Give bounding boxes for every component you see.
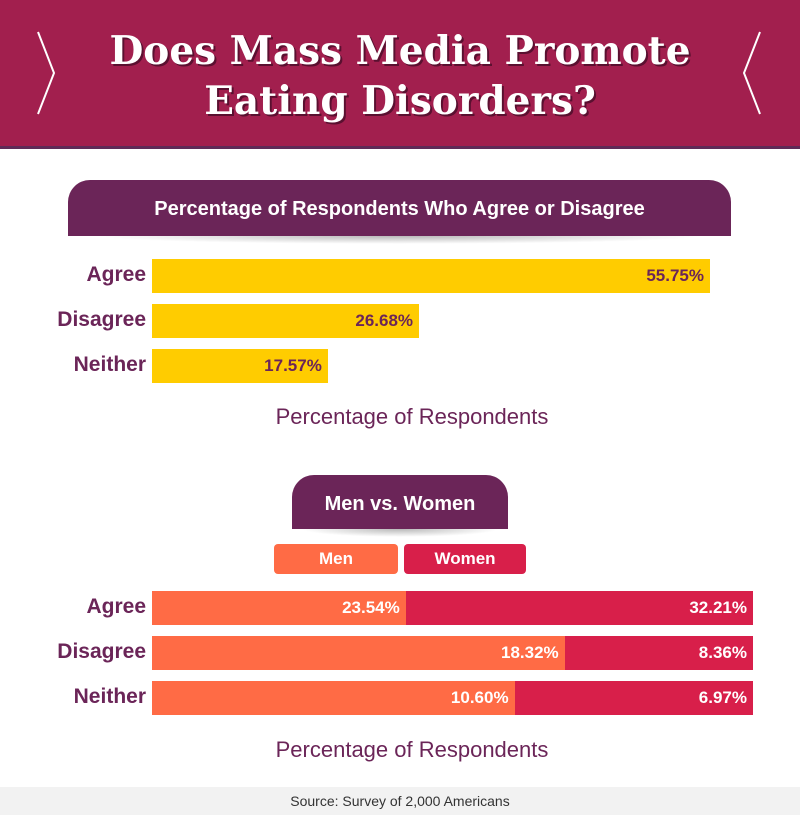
- chart-2-men-value-label: 23.54%: [342, 598, 400, 617]
- chart-1-value-label: 55.75%: [646, 266, 704, 285]
- page-title-line-1: Does Mass Media Promote: [109, 28, 691, 74]
- chart-2-women-value-label: 32.21%: [689, 598, 747, 617]
- chart-1-bar: [152, 259, 710, 293]
- chart-2-title: Men vs. Women: [292, 475, 508, 537]
- chart-1-value-label: 26.68%: [355, 311, 414, 330]
- chart-2-bar-women: [405, 591, 753, 625]
- chart-1-bar: [152, 304, 420, 338]
- page-title: Does Mass Media Promote Eating Disorders…: [0, 26, 800, 126]
- chart-1-category-label: Disagree: [57, 308, 146, 331]
- chart-2-category-label: Neither: [73, 685, 146, 708]
- chart-2-bar-women: [514, 681, 753, 715]
- chevron-right-icon: [37, 31, 56, 115]
- chart-1-bar: [152, 349, 328, 383]
- chart-2-bar-men: [152, 681, 515, 715]
- chart-1-x-axis-label: Percentage of Respondents: [275, 404, 549, 429]
- legend-men: Men: [274, 544, 398, 574]
- legend-women: Women: [404, 544, 526, 574]
- header-divider: [0, 146, 800, 149]
- chart-1-category-label: Agree: [86, 263, 146, 286]
- chart-2-bar-men: [152, 591, 406, 625]
- page-title-line-2: Eating Disorders?: [204, 78, 596, 124]
- chart-2-women-value-label: 8.36%: [698, 643, 747, 662]
- chart-2-category-label: Disagree: [57, 640, 146, 663]
- header-banner: [0, 0, 800, 146]
- chart-2-women-value-label: 6.97%: [698, 688, 747, 707]
- chart-1-title: Percentage of Respondents Who Agree or D…: [68, 180, 731, 244]
- chart-2-men-value-label: 18.32%: [501, 643, 559, 662]
- chart-2-x-axis-label: Percentage of Respondents: [275, 737, 549, 762]
- chart-2-category-label: Agree: [86, 595, 146, 618]
- source-footer: Source: Survey of 2,000 Americans: [0, 787, 800, 815]
- chevron-left-icon: [742, 31, 761, 115]
- chart-1-value-label: 17.57%: [264, 356, 322, 375]
- chart-2-men-value-label: 10.60%: [450, 688, 509, 707]
- chart-2-bar-men: [152, 636, 565, 670]
- chart-2-bar-women: [564, 636, 753, 670]
- chart-1-category-label: Neither: [73, 353, 146, 376]
